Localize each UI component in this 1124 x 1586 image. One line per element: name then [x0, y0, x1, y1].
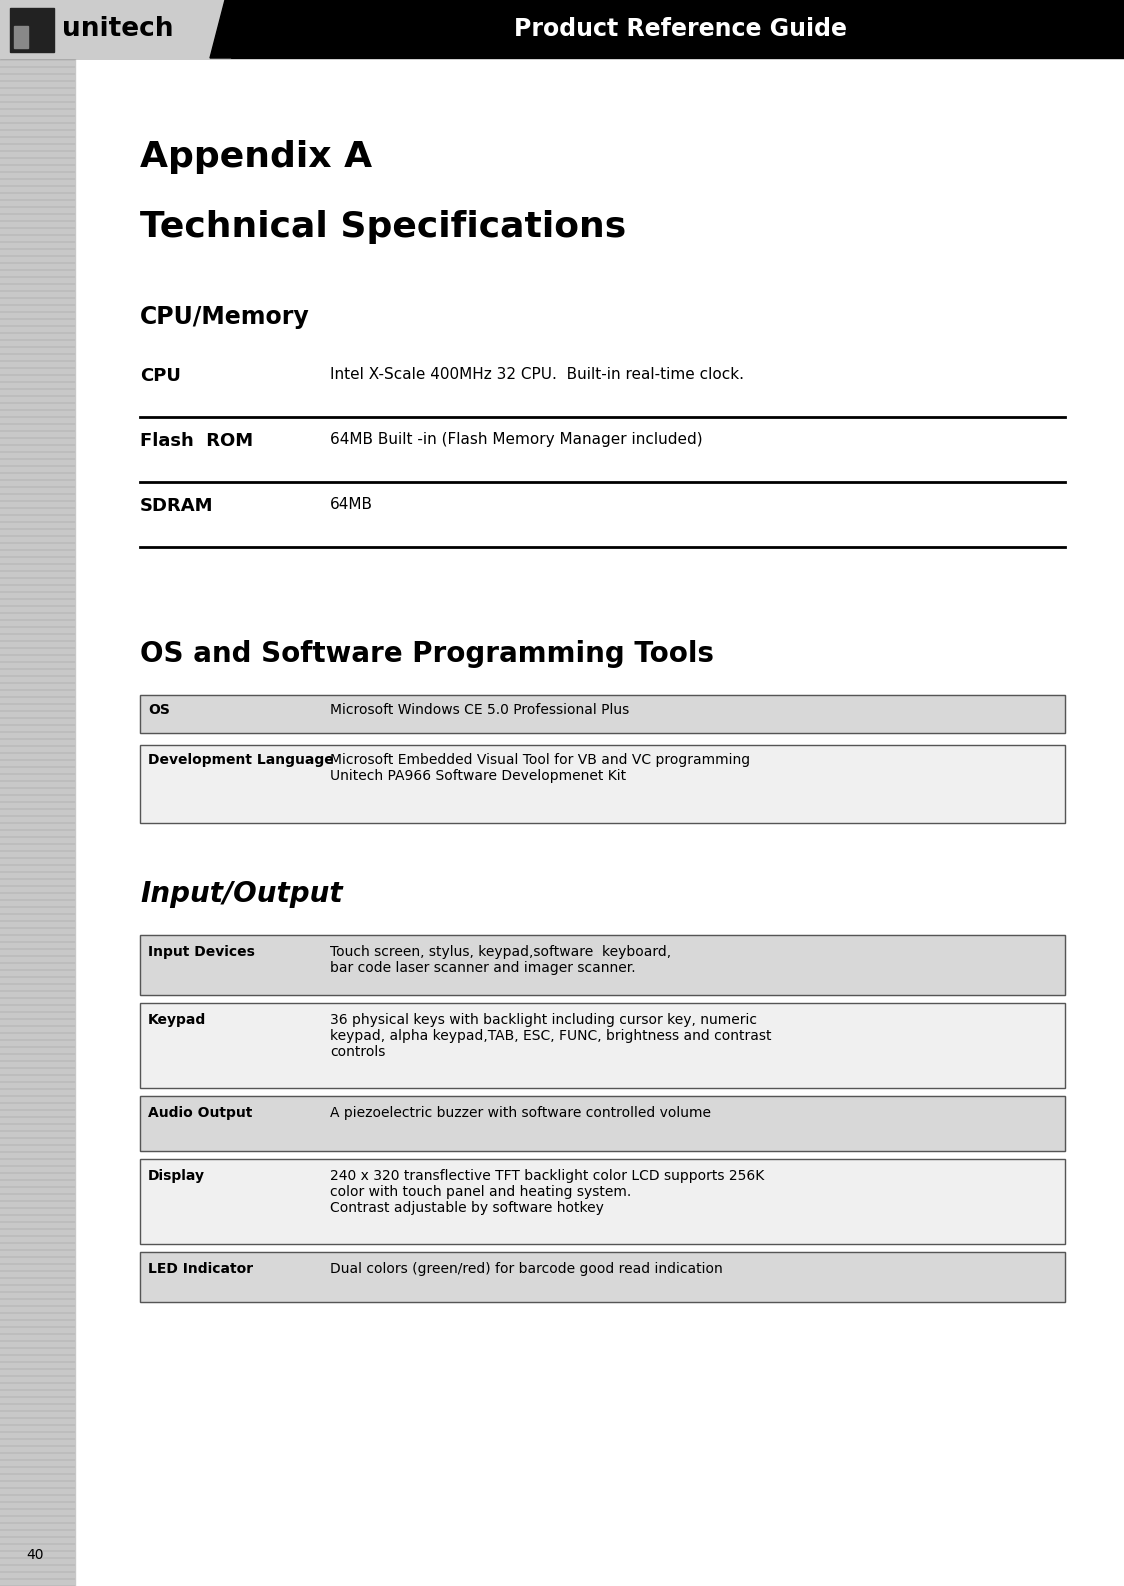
- Bar: [140, 936, 1066, 994]
- Bar: [0, 0, 1124, 59]
- Text: SDRAM: SDRAM: [140, 496, 214, 515]
- Bar: [0, 0, 230, 59]
- Text: A piezoelectric buzzer with software controlled volume: A piezoelectric buzzer with software con…: [330, 1105, 711, 1120]
- Bar: [140, 1002, 1066, 1088]
- Text: Input Devices: Input Devices: [148, 945, 255, 960]
- Text: Microsoft Embedded Visual Tool for VB and VC programming
Unitech PA966 Software : Microsoft Embedded Visual Tool for VB an…: [330, 753, 750, 783]
- Text: Technical Specifications: Technical Specifications: [140, 209, 626, 244]
- Text: Product Reference Guide: Product Reference Guide: [514, 17, 846, 41]
- Text: Microsoft Windows CE 5.0 Professional Plus: Microsoft Windows CE 5.0 Professional Pl…: [330, 703, 629, 717]
- Text: 64MB: 64MB: [330, 496, 373, 512]
- Bar: [10, 8, 54, 52]
- Text: unitech: unitech: [62, 16, 173, 41]
- Text: Intel X-Scale 400MHz 32 CPU.  Built-in real-time clock.: Intel X-Scale 400MHz 32 CPU. Built-in re…: [330, 366, 744, 382]
- Text: 40: 40: [26, 1548, 44, 1562]
- Text: CPU/Memory: CPU/Memory: [140, 305, 310, 328]
- Text: Display: Display: [148, 1169, 205, 1183]
- Bar: [140, 695, 1066, 733]
- Bar: [140, 1096, 1066, 1151]
- Text: LED Indicator: LED Indicator: [148, 1262, 253, 1277]
- Text: Development Language: Development Language: [148, 753, 334, 768]
- Bar: [140, 1159, 1066, 1243]
- Text: Input/Output: Input/Output: [140, 880, 343, 909]
- Text: Appendix A: Appendix A: [140, 140, 372, 174]
- Text: CPU: CPU: [140, 366, 181, 385]
- Bar: [140, 745, 1066, 823]
- Text: Keypad: Keypad: [148, 1013, 206, 1028]
- Bar: [0, 0, 75, 59]
- Bar: [0, 0, 75, 1586]
- Bar: [13, 25, 28, 48]
- Bar: [140, 1251, 1066, 1302]
- Text: 36 physical keys with backlight including cursor key, numeric
keypad, alpha keyp: 36 physical keys with backlight includin…: [330, 1013, 771, 1059]
- Text: Audio Output: Audio Output: [148, 1105, 253, 1120]
- Text: Flash  ROM: Flash ROM: [140, 431, 253, 450]
- Text: 240 x 320 transflective TFT backlight color LCD supports 256K
color with touch p: 240 x 320 transflective TFT backlight co…: [330, 1169, 764, 1215]
- Text: Touch screen, stylus, keypad,software  keyboard,
bar code laser scanner and imag: Touch screen, stylus, keypad,software ke…: [330, 945, 671, 975]
- Text: Dual colors (green/red) for barcode good read indication: Dual colors (green/red) for barcode good…: [330, 1262, 723, 1277]
- Text: OS and Software Programming Tools: OS and Software Programming Tools: [140, 641, 714, 668]
- Text: OS: OS: [148, 703, 170, 717]
- Polygon shape: [210, 0, 265, 59]
- Text: 64MB Built -in (Flash Memory Manager included): 64MB Built -in (Flash Memory Manager inc…: [330, 431, 702, 447]
